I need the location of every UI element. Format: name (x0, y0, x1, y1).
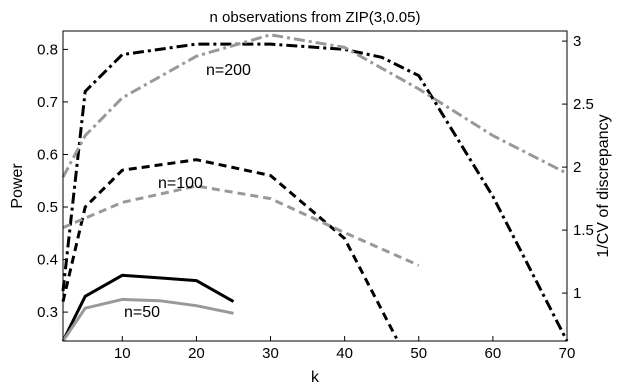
y-tick-label: 0.4 (37, 252, 58, 269)
y-tick-label: 0.5 (37, 199, 58, 216)
y-axis-right-label: 1/CV of discrepancy (595, 114, 612, 257)
ticks-layer: 10 20 30 40 50 60 70 0.3 0.4 0.5 0.6 0.7 0.8 1 1.5 2 2.5… (37, 33, 594, 362)
series-line-5 (61, 297, 234, 342)
series-line-0 (61, 42, 569, 342)
y-axis-label: Power (9, 163, 26, 209)
series-layer (61, 33, 569, 342)
annotation-n200: n=200 (206, 62, 251, 79)
y-tick-label: 0.6 (37, 146, 58, 163)
series-line-4 (61, 273, 235, 342)
series-line-2 (61, 158, 398, 340)
x-tick-label: 30 (262, 345, 279, 362)
x-tick-label: 50 (410, 345, 427, 362)
y-right-tick-label: 1.5 (573, 222, 594, 239)
x-axis-label: k (311, 369, 320, 386)
x-tick-label: 20 (188, 345, 205, 362)
y-tick-label: 0.7 (37, 94, 58, 111)
series-line-3 (62, 184, 420, 267)
annotation-n100: n=100 (158, 175, 203, 192)
plot-frame (62, 30, 568, 342)
x-tick-label: 10 (114, 345, 131, 362)
annotation-n50: n=50 (124, 304, 160, 321)
x-tick-label: 40 (336, 345, 353, 362)
y-right-tick-label: 1 (573, 285, 581, 302)
y-right-tick-label: 2.5 (573, 96, 594, 113)
y-tick-label: 0.3 (37, 304, 58, 321)
y-right-tick-label: 3 (573, 33, 581, 50)
y-tick-label: 0.8 (37, 41, 58, 58)
series-line-1 (61, 33, 568, 178)
x-tick-label: 70 (559, 345, 576, 362)
x-tick-label: 60 (485, 345, 502, 362)
chart-title: n observations from ZIP(3,0.05) (210, 9, 421, 26)
y-right-tick-label: 2 (573, 159, 581, 176)
